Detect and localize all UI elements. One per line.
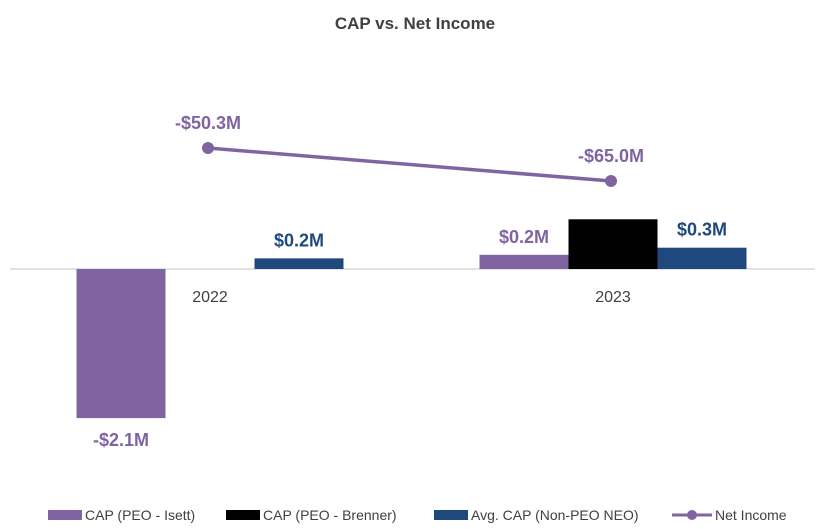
bar-2-2023 xyxy=(657,247,747,269)
bar-0-2023 xyxy=(479,254,569,269)
net-income-point-2022 xyxy=(202,142,214,154)
net-income-label-2023: -$65.0M xyxy=(578,146,644,166)
legend-label-3: Net Income xyxy=(715,507,787,523)
data-label-0-2023: $0.2M xyxy=(499,227,549,247)
bar-1-2023 xyxy=(568,219,658,269)
legend-swatch-2 xyxy=(434,510,468,520)
bar-0-2022 xyxy=(76,269,166,419)
net-income-line xyxy=(207,146,612,183)
data-label-2-2023: $0.3M xyxy=(677,220,727,240)
plot-area: -$2.1M $0.2M 2022 $0.2M $0.3M 2023 -$50.3M -$65… xyxy=(10,113,815,450)
category-label-2022: 2022 xyxy=(192,289,228,306)
chart-title: CAP vs. Net Income xyxy=(335,14,495,33)
legend-swatch-0 xyxy=(48,510,82,520)
legend-label-1: CAP (PEO - Brenner) xyxy=(263,507,397,523)
legend-label-2: Avg. CAP (Non-PEO NEO) xyxy=(471,507,639,523)
net-income-point-2023 xyxy=(605,175,617,187)
legend: CAP (PEO - Isett) CAP (PEO - Brenner) Avg.… xyxy=(48,507,787,523)
legend-swatch-marker xyxy=(687,510,697,520)
bar-2-2022 xyxy=(254,258,344,269)
net-income-label-2022: -$50.3M xyxy=(175,113,241,133)
legend-label-0: CAP (PEO - Isett) xyxy=(85,507,195,523)
legend-swatch-1 xyxy=(226,510,260,520)
data-label-2-2022: $0.2M xyxy=(274,230,324,250)
category-label-2023: 2023 xyxy=(595,289,631,306)
data-label-0-2022: -$2.1M xyxy=(93,430,149,450)
